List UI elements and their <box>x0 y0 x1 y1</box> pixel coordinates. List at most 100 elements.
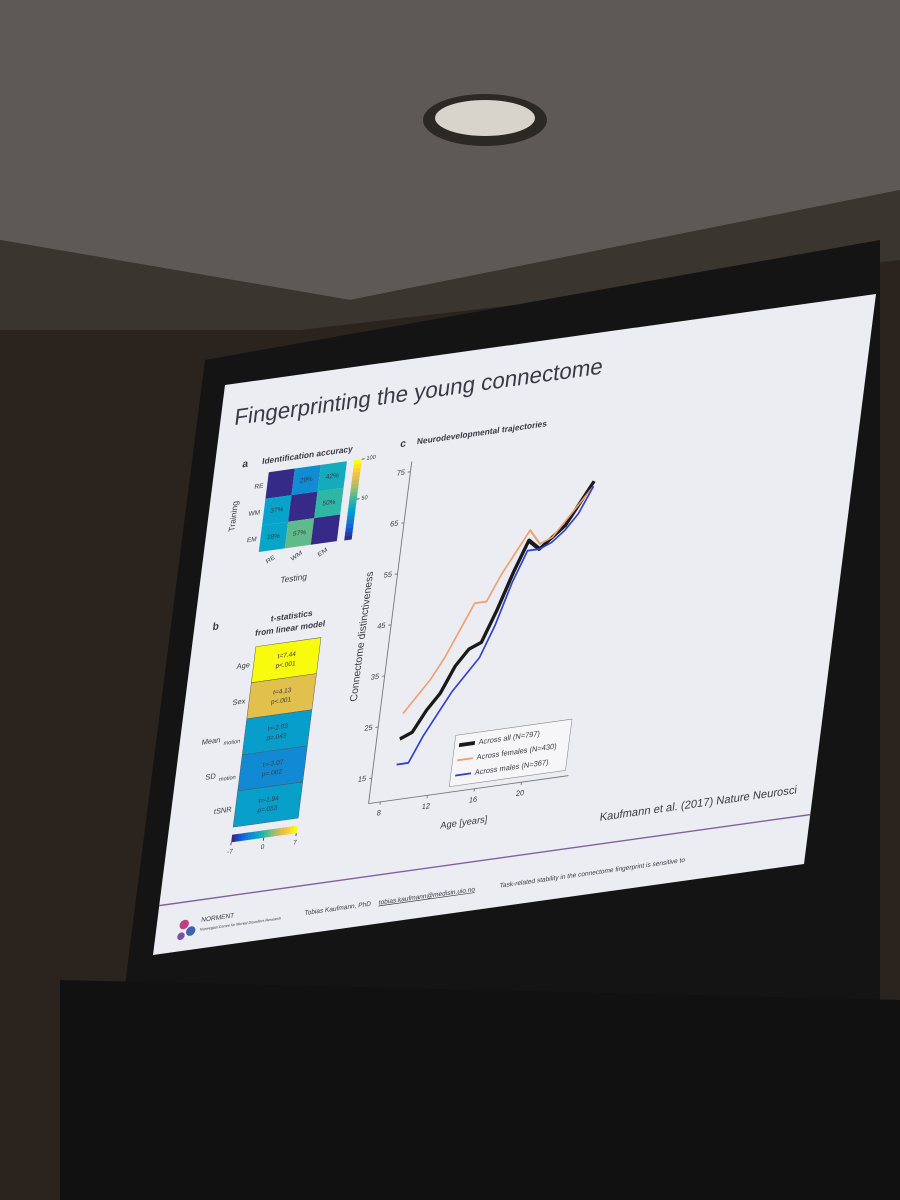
logo-text: NORMENT <box>201 912 235 924</box>
y-tick-label: 75 <box>396 468 405 478</box>
heatmap-cell <box>265 468 295 499</box>
series-line <box>396 486 595 766</box>
colorbar-step <box>350 483 359 489</box>
colorbar-step <box>345 523 354 529</box>
tstat-label: t=-3.07 <box>262 759 284 769</box>
colorbar-step <box>346 515 355 521</box>
x-tick-label: 16 <box>468 795 477 805</box>
legend-swatch <box>455 772 472 777</box>
colorbar-step <box>351 475 360 481</box>
y-tick-label: 15 <box>357 774 366 784</box>
heatmap-cell <box>262 495 292 526</box>
colorbar-tick-label: 50 <box>361 495 368 502</box>
y-tick-label: 35 <box>370 672 379 682</box>
row-label: SD <box>205 771 217 782</box>
tstat-label: t=-1.94 <box>258 795 280 805</box>
colorbar-step <box>352 467 361 473</box>
colorbar-step <box>345 527 354 533</box>
row-label: RE <box>254 483 264 491</box>
cell-label: 29% <box>299 476 313 485</box>
heatmap-cell <box>258 521 289 553</box>
colorbar-tick-label: 100 <box>366 455 376 462</box>
colorbar-step <box>347 511 356 517</box>
heatmap-cell <box>317 461 347 492</box>
colorbar-step <box>346 519 355 525</box>
colorbar-step <box>352 471 361 477</box>
col-label: EM <box>317 547 329 559</box>
axis-label: Testing <box>280 571 308 585</box>
cell-label: 42% <box>325 472 339 481</box>
row-label: EM <box>246 536 257 544</box>
row-label: Sex <box>232 696 246 707</box>
colorbar-tick-label: 0 <box>260 844 265 852</box>
p-label: p=.002 <box>261 768 282 778</box>
p-label: p=.043 <box>266 732 287 742</box>
x-tick-label: 12 <box>421 801 430 811</box>
x-tick-label: 8 <box>376 808 381 818</box>
heatmap-cell <box>291 464 321 496</box>
colorbar-step <box>344 535 353 541</box>
heatmap-cell <box>284 518 315 549</box>
ceiling-light-glow <box>435 100 535 136</box>
heatmap-cell <box>310 514 341 545</box>
colorbar-step <box>347 507 356 513</box>
colorbar-step <box>344 531 353 537</box>
y-tick-label: 45 <box>377 621 386 631</box>
footer-rule <box>159 813 811 907</box>
colorbar-step <box>353 463 362 469</box>
tstat-label: t=7.44 <box>277 651 296 661</box>
tstat-box <box>232 781 304 828</box>
heatmap-cell <box>288 491 318 522</box>
y-axis <box>368 461 413 804</box>
colorbar-step <box>353 459 362 465</box>
heatmap-cell <box>314 487 344 519</box>
colorbar-tick-label: 7 <box>293 839 298 847</box>
ceiling-edge <box>0 190 900 330</box>
row-label: WM <box>248 509 260 518</box>
logo-dot <box>179 919 189 930</box>
x-tick-label: 20 <box>515 788 524 798</box>
cell-label: 37% <box>270 506 284 515</box>
stage <box>60 980 900 1200</box>
row-label: Age <box>236 660 250 671</box>
colorbar-step <box>350 487 359 493</box>
cell-label: 50% <box>322 499 336 508</box>
axis-label: Training <box>226 500 240 532</box>
tstat-label: t=4.13 <box>273 687 292 697</box>
tstat-label: t=-2.03 <box>267 723 289 733</box>
panel-label: a <box>242 459 249 471</box>
series-line <box>402 485 595 714</box>
colorbar-step <box>348 503 357 509</box>
colorbar-step <box>293 825 298 834</box>
p-label: p<.001 <box>271 696 292 706</box>
x-axis <box>368 775 569 805</box>
y-tick-label: 25 <box>364 723 373 733</box>
y-tick-label: 55 <box>383 570 392 580</box>
panel-label: c <box>399 438 406 450</box>
row-label: Mean <box>201 735 221 747</box>
colorbar-step <box>351 479 360 485</box>
colorbar-step <box>349 495 358 501</box>
p-label: p<.001 <box>275 660 296 670</box>
row-label-sub: motion <box>223 739 241 747</box>
panel-label: b <box>212 621 220 633</box>
slide-background <box>152 294 877 956</box>
logo-dot <box>186 926 196 936</box>
col-label: RE <box>265 554 277 566</box>
cell-label: 57% <box>292 529 306 538</box>
legend-box <box>448 718 573 787</box>
legend-swatch <box>458 741 476 748</box>
p-label: p=.053 <box>257 805 278 815</box>
ceiling <box>0 0 900 300</box>
series-line <box>399 480 596 741</box>
legend-swatch <box>457 757 474 762</box>
y-tick-label: 65 <box>390 519 399 529</box>
row-label-sub: motion <box>219 775 237 783</box>
colorbar-tick-label: -7 <box>227 848 234 856</box>
slide: Fingerprinting the young connectome a Id… <box>152 294 877 956</box>
cell-label: 38% <box>266 533 280 542</box>
colorbar-step <box>348 499 357 505</box>
logo-dot <box>177 932 185 940</box>
